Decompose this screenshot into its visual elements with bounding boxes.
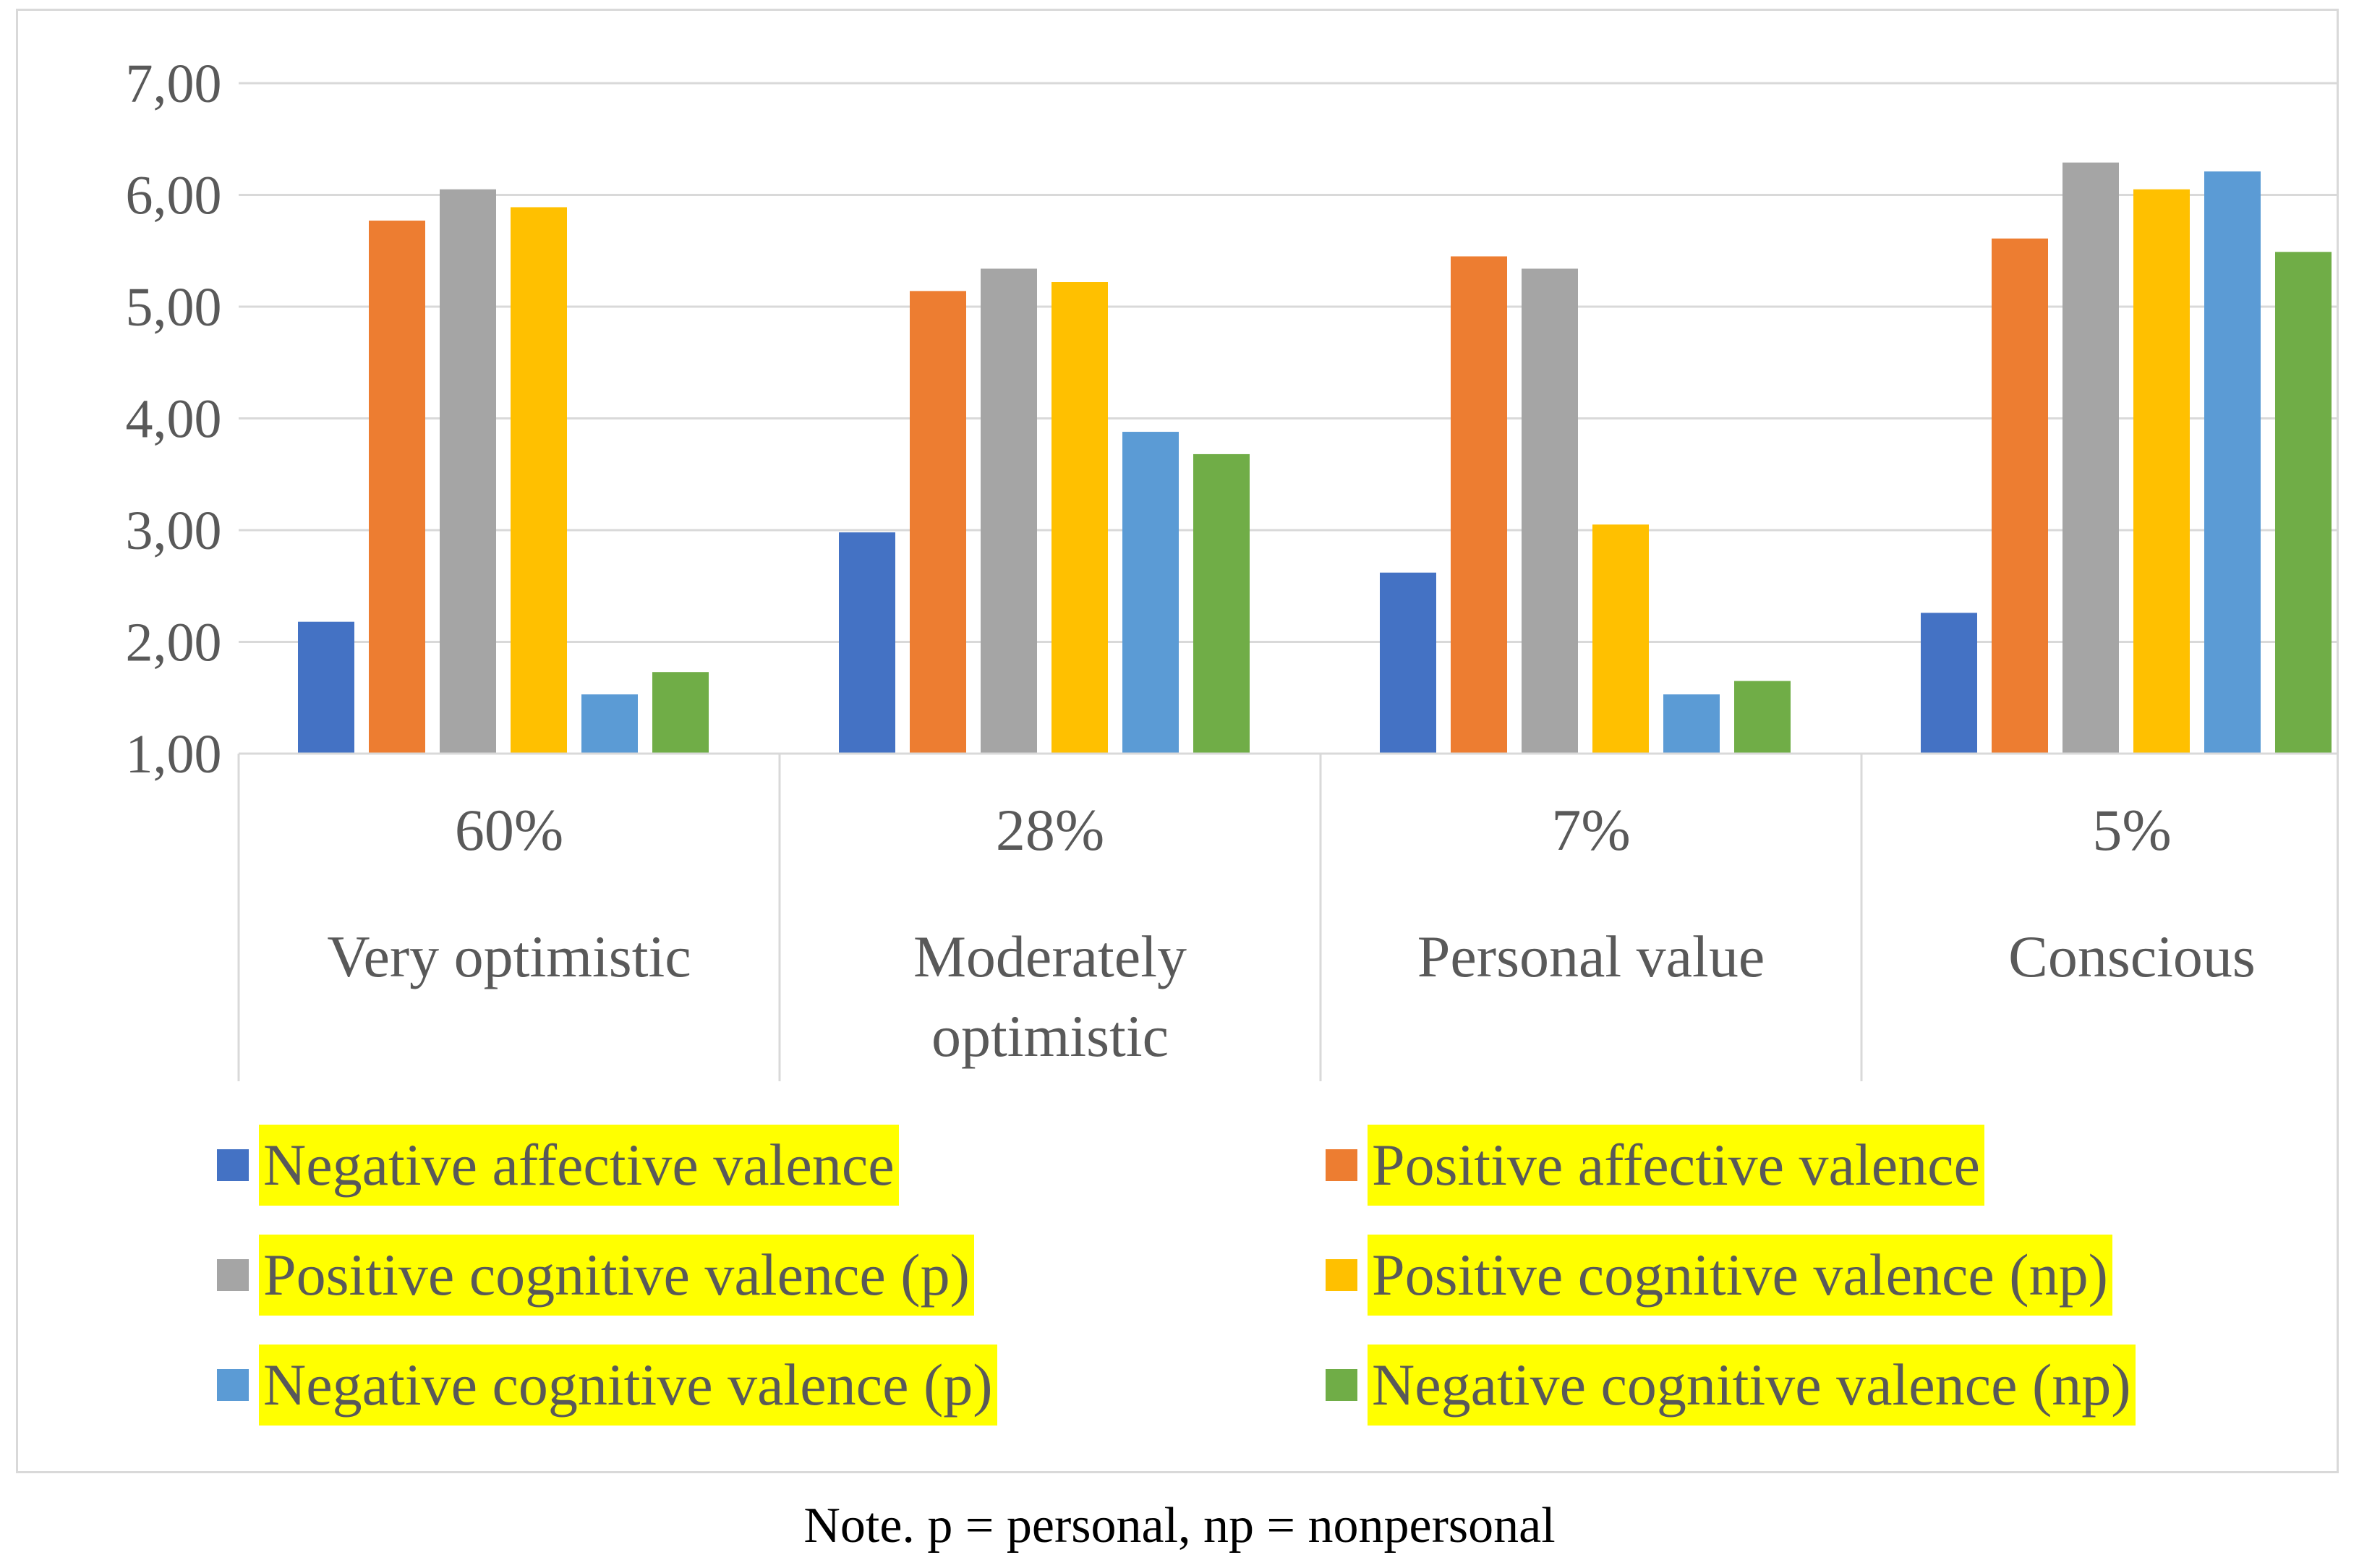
bar	[1122, 432, 1179, 754]
y-tick-label: 1,00	[126, 724, 222, 785]
bar	[581, 694, 638, 754]
bar	[839, 532, 895, 754]
category-percent-label: 7%	[1551, 797, 1630, 863]
bar	[1193, 453, 1250, 754]
legend-swatch	[1326, 1369, 1357, 1401]
bar	[2275, 252, 2332, 754]
bar	[1051, 282, 1108, 754]
bars	[298, 162, 2332, 754]
chart-frame: 1,00 2,00 3,00 4,00 5,00 6,00 7,00 60% Very opti…	[16, 9, 2339, 1473]
category-percent-label: 5%	[2092, 797, 2171, 863]
bar	[981, 268, 1037, 754]
bar	[2062, 162, 2119, 754]
bar	[652, 672, 709, 754]
category-name-label: optimistic	[931, 1003, 1169, 1069]
category-percent-label: 60%	[455, 797, 563, 863]
legend-item: Positive affective valence	[1326, 1125, 1984, 1206]
gridlines	[239, 82, 2337, 643]
axes	[237, 752, 2337, 1081]
legend-item: Negative cognitive valence (np)	[1326, 1345, 2136, 1426]
bar	[2204, 171, 2261, 754]
legend-swatch	[1326, 1259, 1357, 1291]
bar	[1522, 268, 1578, 754]
legend-item: Positive cognitive valence (p)	[217, 1235, 974, 1316]
y-tick-label: 3,00	[126, 500, 222, 561]
bar	[1451, 256, 1507, 754]
bar	[1734, 681, 1791, 754]
legend-swatch	[1326, 1149, 1357, 1181]
legend-item: Negative cognitive valence (p)	[217, 1345, 997, 1426]
bar	[1921, 613, 1977, 754]
bar	[1663, 694, 1720, 754]
bar	[511, 207, 567, 754]
bar	[369, 221, 425, 754]
legend-label: Negative affective valence	[259, 1125, 899, 1206]
legend-item: Negative affective valence	[217, 1125, 899, 1206]
category-name-label: Moderately	[913, 924, 1187, 989]
bar	[298, 621, 354, 754]
bar	[440, 189, 496, 754]
legend-swatch	[217, 1369, 249, 1401]
y-tick-label: 7,00	[126, 54, 222, 114]
category-name-label: Very optimistic	[327, 924, 691, 989]
category-name-label: Personal value	[1417, 924, 1765, 989]
legend-label: Positive cognitive valence (p)	[259, 1235, 974, 1316]
y-tick-label: 5,00	[126, 277, 222, 338]
chart-note: Note. p = personal, np = nonpersonal	[803, 1498, 1556, 1554]
bar-chart: 1,00 2,00 3,00 4,00 5,00 6,00 7,00 60% Very opti…	[126, 54, 2337, 1081]
legend-swatch	[217, 1149, 249, 1181]
bar	[1592, 524, 1649, 754]
category-percent-label: 28%	[996, 797, 1104, 863]
legend-label: Positive affective valence	[1368, 1125, 1984, 1206]
bar	[1992, 238, 2048, 754]
legend-label: Negative cognitive valence (p)	[259, 1345, 997, 1426]
legend-label: Positive cognitive valence (np)	[1368, 1235, 2112, 1316]
y-tick-label: 4,00	[126, 389, 222, 450]
bar	[1380, 572, 1436, 754]
legend-item: Positive cognitive valence (np)	[1326, 1235, 2112, 1316]
y-tick-label: 2,00	[126, 613, 222, 673]
y-tick-label: 6,00	[126, 166, 222, 226]
labels: 1,00 2,00 3,00 4,00 5,00 6,00 7,00 60% Very opti…	[126, 54, 2256, 1069]
bar	[910, 291, 966, 754]
legend-swatch	[217, 1259, 249, 1291]
category-name-label: Conscious	[2008, 924, 2256, 989]
legend-label: Negative cognitive valence (np)	[1368, 1345, 2136, 1426]
bar	[2133, 189, 2190, 754]
